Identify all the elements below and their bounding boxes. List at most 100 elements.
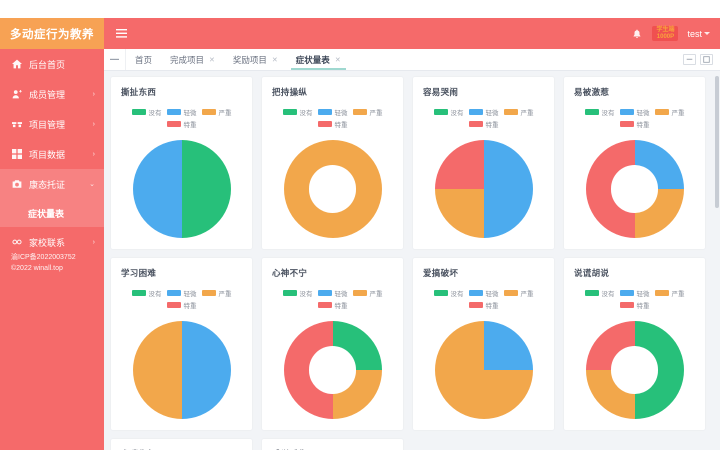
legend-item[interactable]: 轻微 (619, 288, 650, 298)
legend-label: 特重 (334, 303, 348, 310)
legend-item[interactable]: 严重 (503, 107, 534, 117)
copyright-line: ©2022 winall.top (11, 265, 63, 272)
tab-label: 完成项目 (170, 54, 205, 65)
legend-item[interactable]: 特重 (619, 300, 650, 310)
sidebar-item-0[interactable]: 后台首页 (0, 49, 104, 79)
legend-swatch (282, 290, 297, 296)
legend-item[interactable]: 严重 (352, 288, 383, 298)
legend-swatch (468, 302, 483, 308)
chart-title: 撕扯东西 (121, 87, 157, 97)
legend-item[interactable]: 严重 (352, 107, 383, 117)
chart-legend: 没有 轻微 严重 特重 (419, 107, 548, 129)
user-name: test (687, 28, 702, 39)
legend-item[interactable]: 轻微 (468, 107, 499, 117)
sidebar-item-2[interactable]: 项目管理 › (0, 109, 104, 139)
fullscreen-icon[interactable] (700, 54, 713, 65)
hamburger-icon[interactable] (104, 18, 138, 49)
legend-item[interactable]: 轻微 (619, 107, 650, 117)
close-icon[interactable]: ✕ (271, 56, 278, 64)
status-badge[interactable]: 学生端 1000P (652, 26, 679, 41)
user-menu[interactable]: test (687, 29, 710, 39)
tab-3[interactable]: 症状量表 ✕ (287, 49, 350, 70)
chart-legend: 没有 轻微 严重 特重 (570, 107, 699, 129)
legend-label: 没有 (450, 110, 464, 117)
legend-item[interactable]: 轻微 (166, 107, 197, 117)
tab-2[interactable]: 奖励项目 ✕ (224, 49, 287, 70)
legend-label: 没有 (601, 291, 615, 298)
legend-label: 轻微 (183, 291, 197, 298)
tab-0[interactable]: 首页 (126, 49, 161, 70)
chart-canvas[interactable] (117, 136, 246, 242)
legend-label: 轻微 (334, 291, 348, 298)
legend-item[interactable]: 特重 (166, 300, 197, 310)
chart-card-grid: 撕扯东西 没有 轻微 严重 特重 把持操纵 没有 轻微 严重 特重 容易哭闹 没有 轻微 严重 特重 易被激惹… (111, 77, 712, 450)
sidebar-item-tail-0[interactable]: 家校联系 › (0, 227, 104, 257)
scrollbar-thumb[interactable] (715, 76, 719, 208)
legend-item[interactable]: 没有 (282, 288, 313, 298)
chart-canvas[interactable] (570, 136, 699, 242)
legend-item[interactable]: 没有 (433, 107, 464, 117)
legend-item[interactable]: 没有 (131, 288, 162, 298)
legend-swatch (433, 290, 448, 296)
legend-label: 没有 (299, 110, 313, 117)
close-icon[interactable]: ✕ (209, 56, 215, 64)
scrollbar-track[interactable] (714, 71, 720, 450)
legend-item[interactable]: 严重 (654, 288, 685, 298)
legend-item[interactable]: 特重 (468, 119, 499, 129)
legend-label: 轻微 (485, 291, 499, 298)
chart-canvas[interactable] (117, 317, 246, 423)
legend-item[interactable]: 轻微 (317, 288, 348, 298)
sidebar-footer: 渝ICP备2022003752 ©2022 winall.top (0, 252, 104, 450)
brand-logo[interactable]: 多动症行为教养 (0, 18, 104, 49)
legend-item[interactable]: 特重 (166, 119, 197, 129)
chart-canvas[interactable] (419, 136, 548, 242)
legend-item[interactable]: 没有 (433, 288, 464, 298)
bell-icon[interactable] (630, 27, 643, 40)
close-icon[interactable]: ✕ (334, 56, 341, 64)
legend-item[interactable]: 特重 (317, 119, 348, 129)
chart-card: 学习困难 没有 轻微 严重 特重 (111, 258, 252, 430)
chart-card: 感觉受伤 (262, 439, 403, 450)
camera-icon (11, 179, 22, 190)
legend-item[interactable]: 轻微 (468, 288, 499, 298)
legend-item[interactable]: 轻微 (317, 107, 348, 117)
legend-item[interactable]: 严重 (201, 288, 232, 298)
legend-item[interactable]: 严重 (201, 107, 232, 117)
chart-canvas[interactable] (268, 136, 397, 242)
refresh-icon[interactable] (683, 54, 696, 65)
legend-item[interactable]: 严重 (654, 107, 685, 117)
sidebar: 后台首页 成员管理 › 项目管理 › 项目数据 › 康态托证 ⌄ 症状量表家校联系 › 渝ICP备2… (0, 49, 104, 450)
chart-canvas[interactable] (268, 317, 397, 423)
donut-hole (610, 165, 658, 213)
legend-item[interactable]: 没有 (584, 288, 615, 298)
legend-swatch (317, 109, 332, 115)
legend-label: 没有 (601, 110, 615, 117)
legend-item[interactable]: 没有 (131, 107, 162, 117)
sidebar-subitem-0[interactable]: 症状量表 (28, 208, 65, 219)
sidebar-item-4[interactable]: 康态托证 ⌄ (0, 169, 104, 199)
chart-canvas[interactable] (419, 317, 548, 423)
sidebar-item-arrow: › (92, 120, 95, 128)
legend-item[interactable]: 特重 (468, 300, 499, 310)
legend-item[interactable]: 严重 (503, 288, 534, 298)
sidebar-item-1[interactable]: 成员管理 › (0, 79, 104, 109)
content-area: 撕扯东西 没有 轻微 严重 特重 把持操纵 没有 轻微 严重 特重 容易哭闹 没有 轻微 严重 特重 易被激惹… (104, 71, 720, 450)
chart-card: 易被激惹 没有 轻微 严重 特重 (564, 77, 705, 249)
legend-item[interactable]: 特重 (619, 119, 650, 129)
legend-swatch (131, 290, 146, 296)
tab-list: 首页 完成项目 ✕ 奖励项目 ✕ 症状量表 ✕ (126, 49, 683, 70)
chart-canvas[interactable] (570, 317, 699, 423)
legend-swatch (352, 290, 367, 296)
sidebar-item-3[interactable]: 项目数据 › (0, 139, 104, 169)
legend-item[interactable]: 特重 (317, 300, 348, 310)
legend-swatch (166, 302, 181, 308)
legend-label: 轻微 (636, 110, 650, 117)
legend-swatch (503, 290, 518, 296)
collapse-icon[interactable] (104, 49, 126, 70)
tab-label: 症状量表 (295, 54, 330, 65)
legend-item[interactable]: 轻微 (166, 288, 197, 298)
tab-1[interactable]: 完成项目 ✕ (161, 49, 224, 70)
legend-item[interactable]: 没有 (282, 107, 313, 117)
legend-item[interactable]: 没有 (584, 107, 615, 117)
